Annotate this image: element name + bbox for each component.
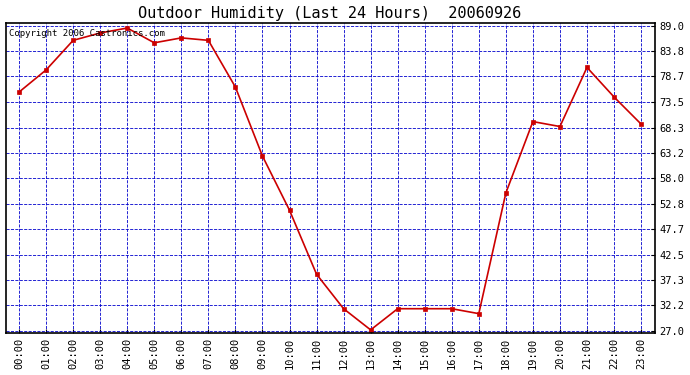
Text: Copyright 2006 Castronics.com: Copyright 2006 Castronics.com <box>9 29 165 38</box>
Title: Outdoor Humidity (Last 24 Hours)  20060926: Outdoor Humidity (Last 24 Hours) 2006092… <box>139 6 522 21</box>
